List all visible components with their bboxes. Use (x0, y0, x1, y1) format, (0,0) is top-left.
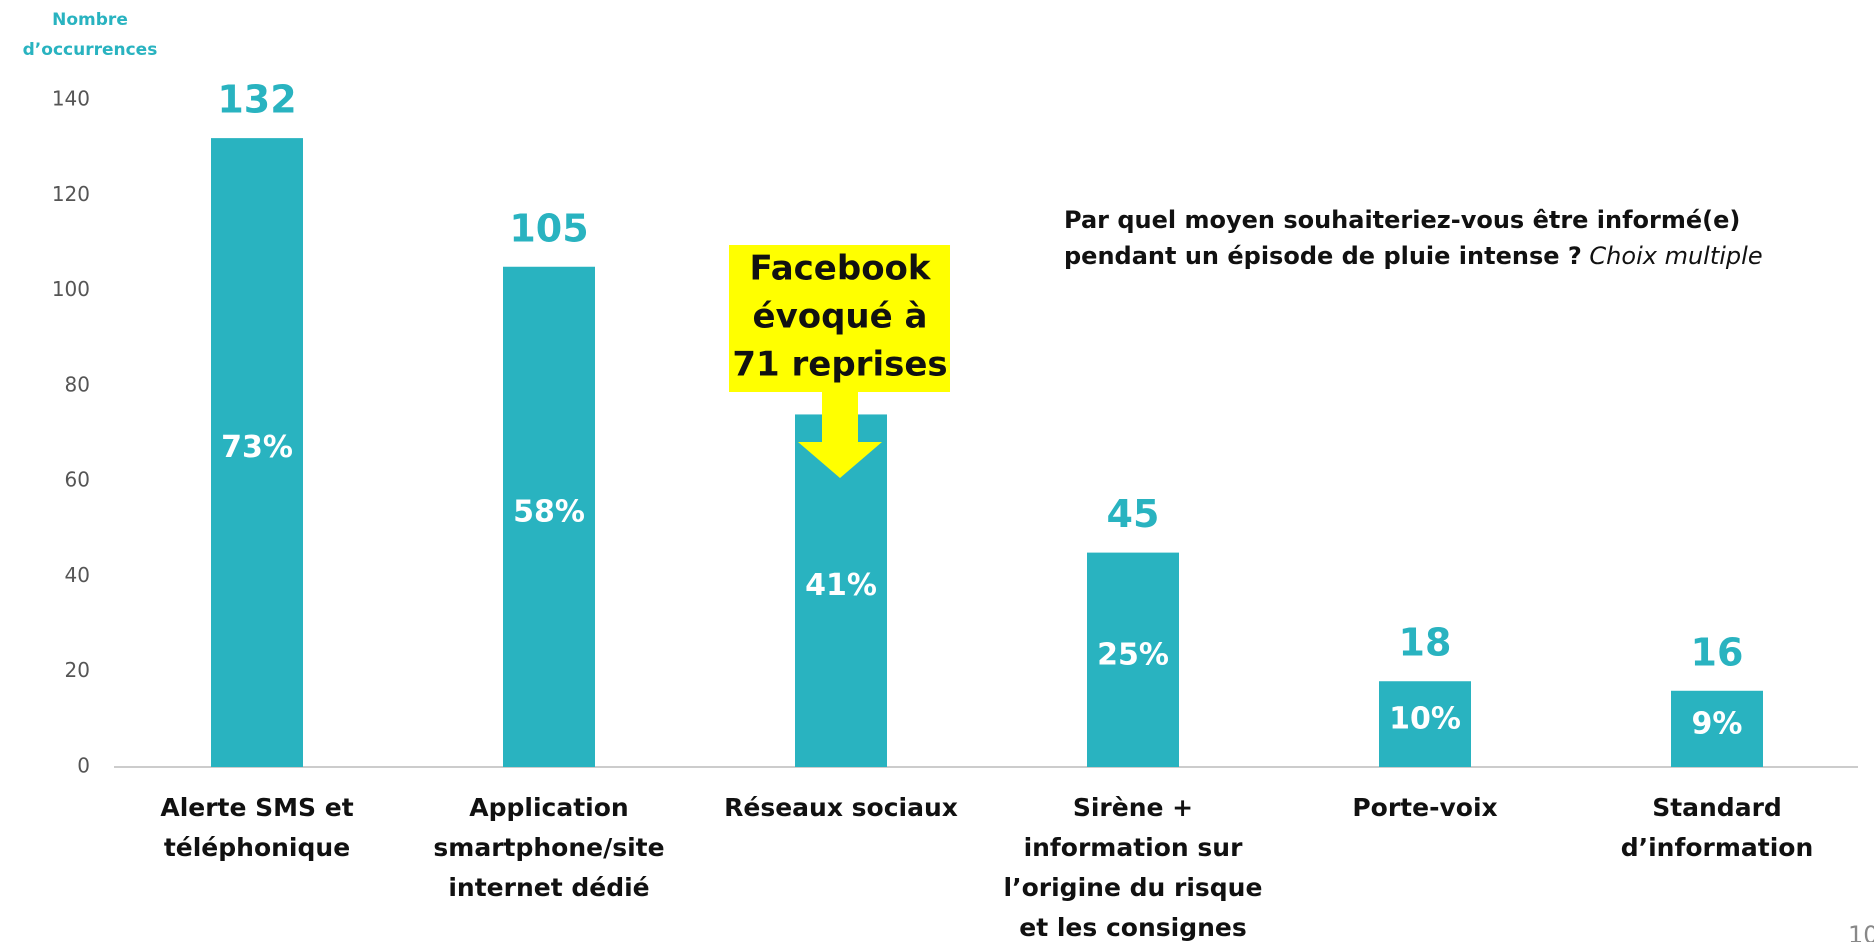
value-label: 105 (509, 206, 588, 250)
y-axis-label: d’occurrences (23, 40, 158, 60)
annotation-text: 71 reprises (732, 345, 947, 385)
page-number: 10 (1848, 921, 1874, 942)
x-tick-label: information sur (1024, 833, 1244, 862)
value-label: 45 (1107, 492, 1160, 536)
y-tick-label: 60 (65, 468, 90, 492)
question: Par quel moyen souhaiteriez-vous être in… (1064, 206, 1740, 234)
percent-label: 25% (1097, 637, 1169, 672)
annotation-text: Facebook (749, 249, 931, 289)
y-tick-label: 140 (52, 87, 90, 111)
x-tick-label: Alerte SMS et (160, 793, 353, 822)
value-label: 132 (217, 78, 296, 122)
question: pendant un épisode de pluie intense ? (1064, 242, 1582, 270)
x-tick-label: Réseaux sociaux (724, 793, 958, 822)
annotation-text: évoqué à (753, 297, 928, 337)
y-tick-label: 100 (52, 277, 90, 301)
x-tick-label: smartphone/site (433, 833, 664, 862)
x-tick-label: internet dédié (448, 873, 649, 902)
x-tick-label: Standard (1652, 793, 1782, 822)
bar (1379, 681, 1471, 767)
x-tick-label: Porte-voix (1352, 793, 1497, 822)
y-tick-label: 120 (52, 182, 90, 206)
x-tick-label: Application (469, 793, 628, 822)
question-note: Choix multiple (1589, 242, 1762, 270)
value-label: 16 (1691, 630, 1744, 674)
percent-label: 58% (513, 494, 585, 529)
x-tick-label: d’information (1621, 833, 1814, 862)
value-label: 18 (1399, 621, 1452, 665)
percent-label: 10% (1389, 702, 1461, 737)
bar (1671, 690, 1763, 767)
y-axis-label: Nombre (52, 10, 128, 30)
x-tick-label: téléphonique (164, 833, 350, 862)
y-tick-label: 0 (77, 754, 90, 778)
percent-label: 9% (1692, 706, 1743, 741)
bar (1087, 552, 1179, 767)
question: pendant un épisode de pluie intense ? Ch… (1064, 242, 1763, 270)
x-tick-label: Sirène + (1073, 793, 1193, 822)
annotation-box (729, 245, 950, 392)
y-tick-label: 20 (65, 658, 90, 682)
x-tick-label: l’origine du risque (1004, 873, 1263, 902)
bar (503, 266, 595, 767)
bar (211, 138, 303, 768)
percent-label: 41% (805, 568, 877, 603)
y-tick-label: 80 (65, 372, 90, 396)
percent-label: 73% (221, 430, 293, 465)
x-tick-label: et les consignes (1019, 913, 1247, 942)
annotation-arrow (798, 392, 882, 478)
y-tick-label: 40 (65, 563, 90, 587)
